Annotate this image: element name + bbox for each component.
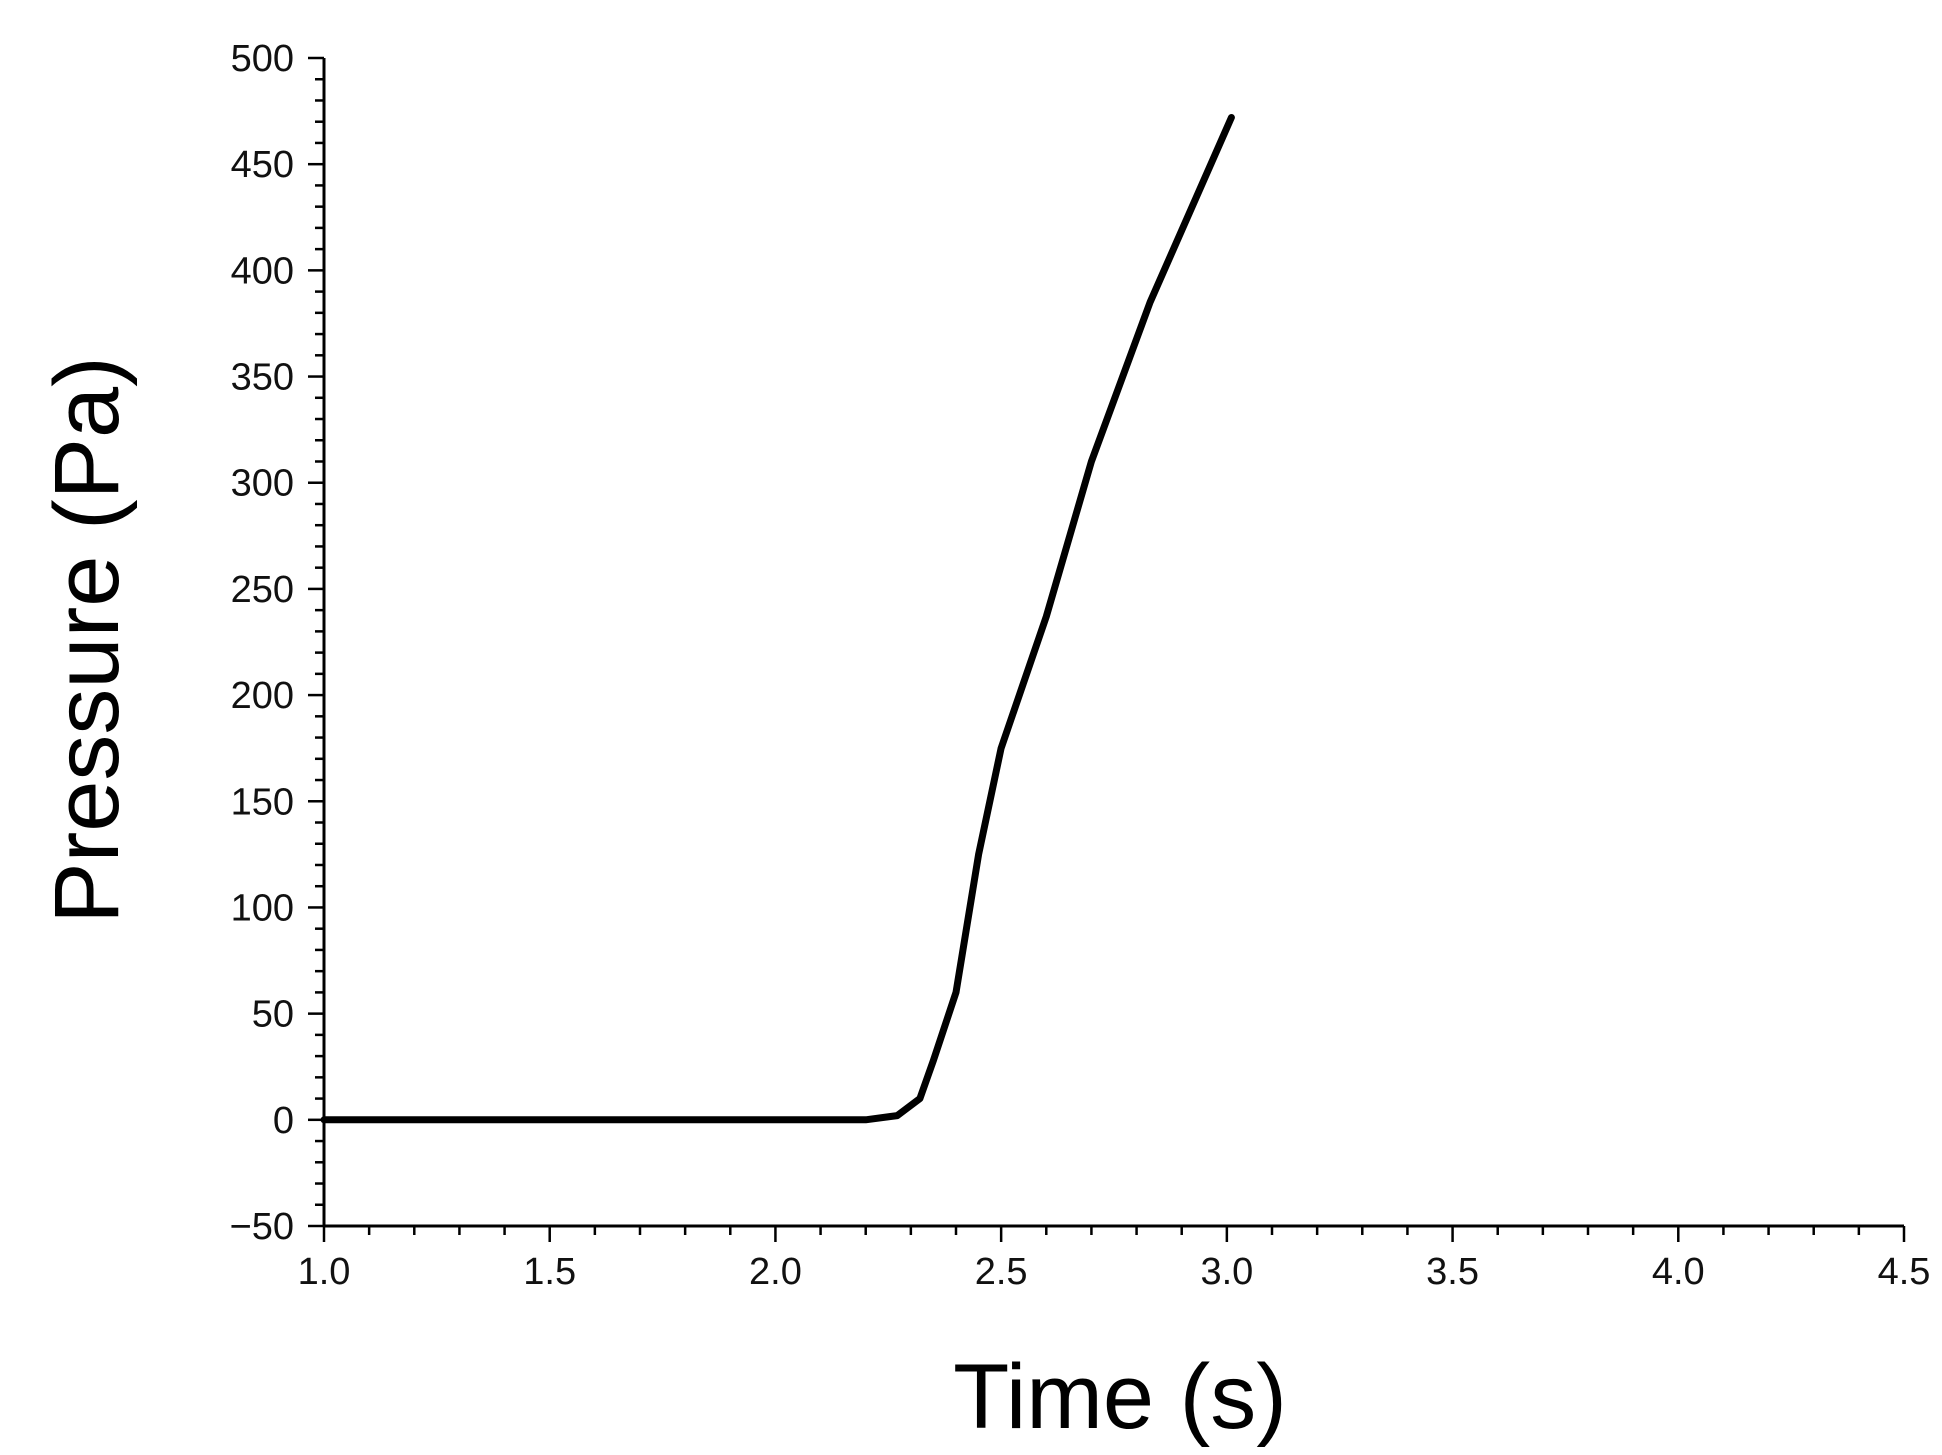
- x-tick-label: 4.0: [1652, 1251, 1705, 1293]
- y-tick-label: 200: [231, 675, 294, 717]
- data-series: [320, 114, 1235, 1124]
- y-tick-label: 300: [231, 463, 294, 505]
- y-tick-label: 400: [231, 250, 294, 292]
- ticks: [308, 56, 1906, 1242]
- x-axis-title: Time (s): [953, 1346, 1287, 1448]
- tick-labels: 1.0 1.5 2.0 2.5 3.0 3.5 4.0 4.5 −50 0 50 100 150 200 2…: [230, 38, 1931, 1293]
- y-tick-label: 150: [231, 781, 294, 823]
- x-tick-label: 3.0: [1200, 1251, 1253, 1293]
- y-tick-label: 450: [231, 144, 294, 186]
- y-tick-label: −50: [230, 1206, 294, 1248]
- y-tick-label: 50: [252, 994, 294, 1036]
- axes: [322, 58, 1904, 1228]
- y-tick-label: 500: [231, 38, 294, 80]
- x-tick-label: 3.5: [1426, 1251, 1479, 1293]
- y-tick-label: 100: [231, 887, 294, 929]
- x-tick-label: 1.0: [298, 1251, 351, 1293]
- y-tick-label: 0: [273, 1100, 294, 1142]
- y-axis-title: Pressure (Pa): [36, 356, 138, 924]
- x-tick-label: 4.5: [1878, 1251, 1931, 1293]
- x-tick-label: 2.5: [975, 1251, 1028, 1293]
- pressure-line: [320, 114, 1235, 1124]
- x-tick-label: 2.0: [749, 1251, 802, 1293]
- y-tick-label: 350: [231, 357, 294, 399]
- x-tick-label: 1.5: [523, 1251, 576, 1293]
- y-tick-label: 250: [231, 569, 294, 611]
